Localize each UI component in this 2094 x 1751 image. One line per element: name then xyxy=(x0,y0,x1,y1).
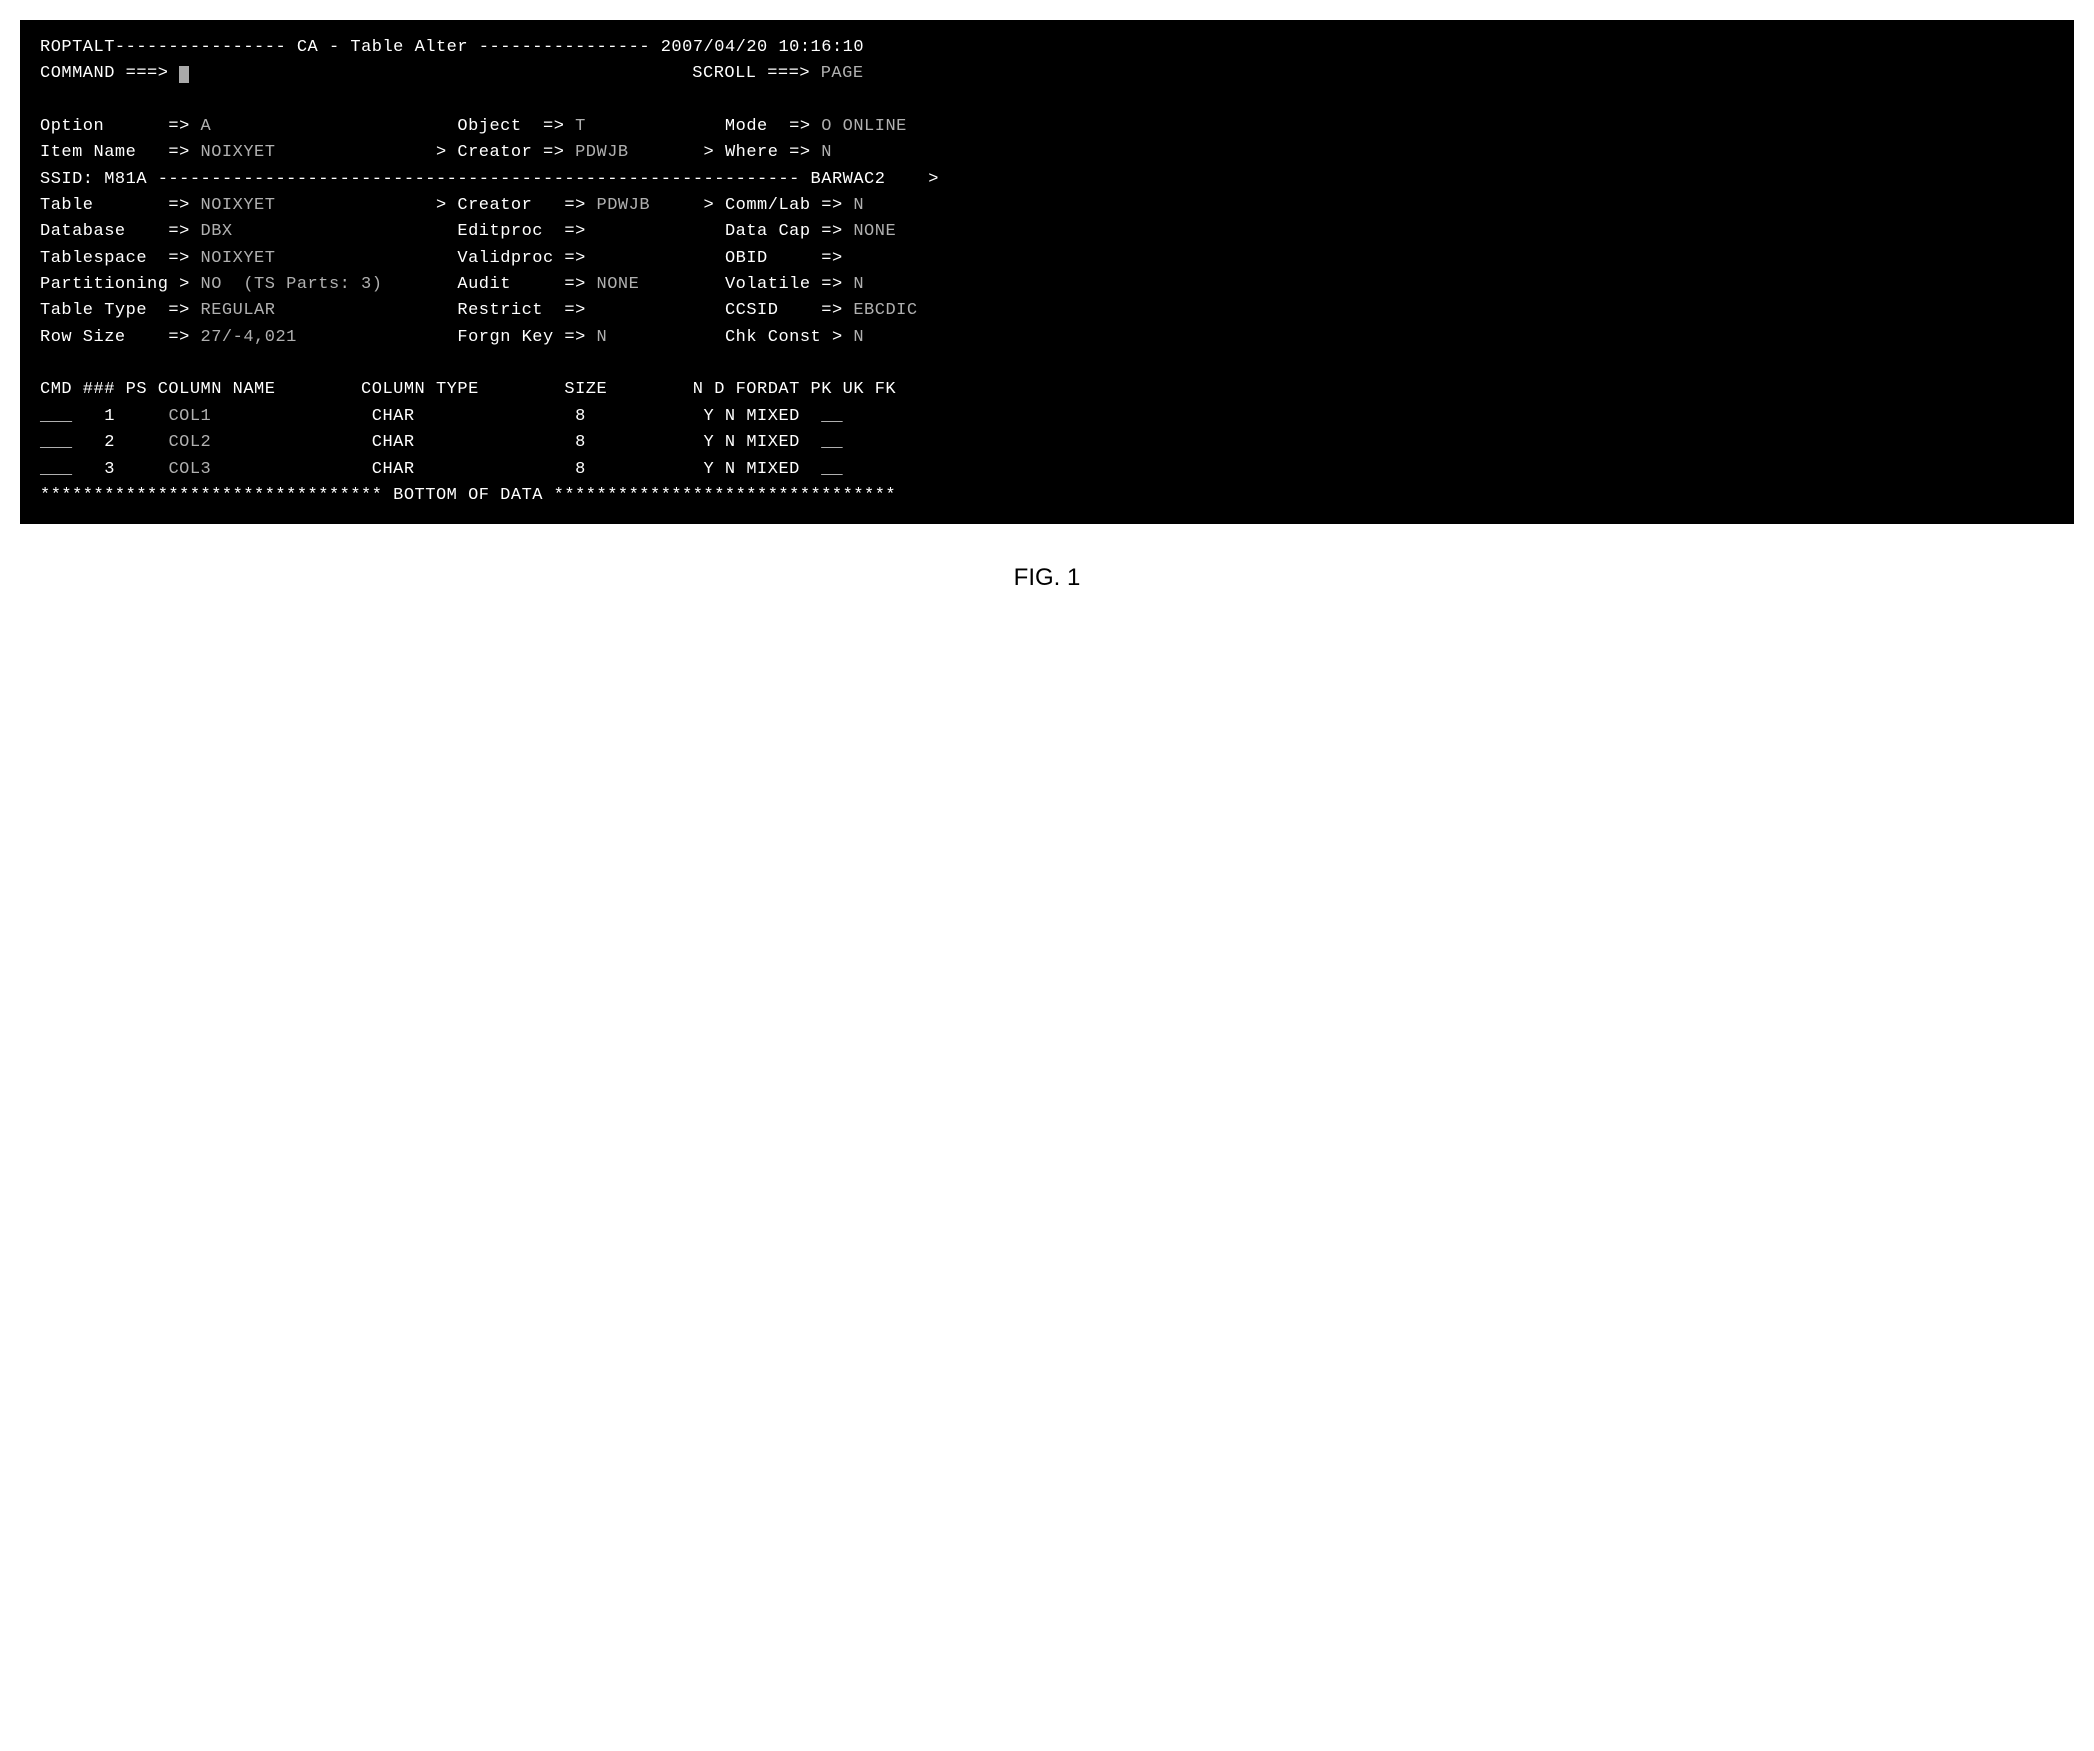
table-row[interactable]: ___ 1 COL1 CHAR 8 Y N MIXED __ xyxy=(40,404,2054,430)
detail-row-1: Table => NOIXYET > Creator => PDWJB > Co… xyxy=(40,193,2054,219)
option-row-1: Option => A Object => T Mode => O ONLINE xyxy=(40,114,2054,140)
restrict-label: Restrict => xyxy=(457,301,585,320)
creator2-label: Creator => xyxy=(457,196,596,215)
panel-title: CA - Table Alter xyxy=(286,38,479,57)
validproc-label: Validproc => xyxy=(457,249,585,268)
cmd-input[interactable]: ___ xyxy=(40,460,72,479)
header-row: ROPTALT---------------- CA - Table Alter… xyxy=(40,35,2054,61)
creator-value[interactable]: PDWJB xyxy=(575,143,629,162)
terminal-screen: ROPTALT---------------- CA - Table Alter… xyxy=(20,20,2074,524)
figure-caption: FIG. 1 xyxy=(20,564,2074,592)
columns-header: CMD ### PS COLUMN NAME COLUMN TYPE SIZE … xyxy=(40,377,2054,403)
volatile-value[interactable]: N xyxy=(853,275,864,294)
table-value[interactable]: NOIXYET xyxy=(201,196,276,215)
ssid-label: SSID: xyxy=(40,170,104,189)
database-label: Database => xyxy=(40,222,201,241)
chkconst-label: Chk Const > xyxy=(725,328,853,347)
partitioning-value[interactable]: NO (TS Parts: 3) xyxy=(201,275,383,294)
bottom-of-data: ******************************** BOTTOM … xyxy=(40,483,2054,509)
scroll-label: SCROLL ===> xyxy=(692,64,820,83)
detail-row-3: Tablespace => NOIXYET Validproc => OBID … xyxy=(40,246,2054,272)
creator-label: Creator => xyxy=(457,143,575,162)
detail-row-5: Table Type => REGULAR Restrict => CCSID … xyxy=(40,298,2054,324)
where-value[interactable]: N xyxy=(821,143,832,162)
panel-id: ROPTALT xyxy=(40,38,115,57)
scroll-value[interactable]: PAGE xyxy=(821,64,864,83)
pk-input[interactable]: __ xyxy=(821,407,842,426)
audit-label: Audit => xyxy=(457,275,596,294)
blank-row-2 xyxy=(40,351,2054,377)
sep-right: ---------------- xyxy=(479,38,650,57)
cmd-input[interactable]: ___ xyxy=(40,407,72,426)
commlab-label: Comm/Lab => xyxy=(725,196,853,215)
datetime: 2007/04/20 10:16:10 xyxy=(650,38,864,57)
where-marker: > xyxy=(704,143,725,162)
volatile-label: Volatile => xyxy=(725,275,853,294)
commlab-value[interactable]: N xyxy=(853,196,864,215)
col-name: COL1 xyxy=(168,407,361,426)
chkconst-value[interactable]: N xyxy=(853,328,864,347)
ssid-sep: ----------------------------------------… xyxy=(147,170,811,189)
command-label: COMMAND ===> xyxy=(40,64,179,83)
command-row: COMMAND ===> SCROLL ===> PAGE xyxy=(40,61,2054,87)
ssid-user: BARWAC2 xyxy=(811,170,886,189)
blank-row xyxy=(40,88,2054,114)
option-value[interactable]: A xyxy=(201,117,212,136)
object-value[interactable]: T xyxy=(575,117,586,136)
table-label: Table => xyxy=(40,196,201,215)
creator2-value[interactable]: PDWJB xyxy=(597,196,651,215)
pk-input[interactable]: __ xyxy=(821,433,842,452)
option-label: Option => xyxy=(40,117,201,136)
datacap-label: Data Cap => xyxy=(725,222,853,241)
itemname-value[interactable]: NOIXYET xyxy=(201,143,276,162)
tabletype-label: Table Type => xyxy=(40,301,201,320)
sep-left: ---------------- xyxy=(115,38,286,57)
col-name: COL3 xyxy=(168,460,361,479)
mode-label: Mode => xyxy=(725,117,821,136)
pk-input[interactable]: __ xyxy=(821,460,842,479)
itemname-label: Item Name => xyxy=(40,143,201,162)
ssid-value: M81A xyxy=(104,170,147,189)
forgnkey-value[interactable]: N xyxy=(597,328,608,347)
datacap-value[interactable]: NONE xyxy=(853,222,896,241)
tablespace-label: Tablespace => xyxy=(40,249,201,268)
partitioning-label: Partitioning > xyxy=(40,275,201,294)
cursor-icon[interactable] xyxy=(179,66,189,83)
database-value[interactable]: DBX xyxy=(201,222,233,241)
audit-value[interactable]: NONE xyxy=(597,275,640,294)
detail-row-2: Database => DBX Editproc => Data Cap => … xyxy=(40,219,2054,245)
ssid-row: SSID: M81A -----------------------------… xyxy=(40,167,2054,193)
ccsid-value[interactable]: EBCDIC xyxy=(853,301,917,320)
detail-row-6: Row Size => 27/-4,021 Forgn Key => N Chk… xyxy=(40,325,2054,351)
forgnkey-label: Forgn Key => xyxy=(457,328,596,347)
col-name: COL2 xyxy=(168,433,361,452)
table-row[interactable]: ___ 3 COL3 CHAR 8 Y N MIXED __ xyxy=(40,457,2054,483)
ccsid-label: CCSID => xyxy=(725,301,853,320)
editproc-label: Editproc => xyxy=(457,222,585,241)
option-row-2: Item Name => NOIXYET > Creator => PDWJB … xyxy=(40,140,2054,166)
obid-label: OBID => xyxy=(725,249,843,268)
spacer xyxy=(189,64,692,83)
creator-marker: > xyxy=(436,143,457,162)
rowsize-value[interactable]: 27/-4,021 xyxy=(201,328,297,347)
tabletype-value[interactable]: REGULAR xyxy=(201,301,276,320)
tablespace-value[interactable]: NOIXYET xyxy=(201,249,276,268)
rowsize-label: Row Size => xyxy=(40,328,201,347)
table-row[interactable]: ___ 2 COL2 CHAR 8 Y N MIXED __ xyxy=(40,430,2054,456)
cmd-input[interactable]: ___ xyxy=(40,433,72,452)
detail-row-4: Partitioning > NO (TS Parts: 3) Audit =>… xyxy=(40,272,2054,298)
where-label: Where => xyxy=(725,143,821,162)
ssid-tail: > xyxy=(885,170,939,189)
object-label: Object => xyxy=(457,117,575,136)
mode-value[interactable]: O ONLINE xyxy=(821,117,907,136)
